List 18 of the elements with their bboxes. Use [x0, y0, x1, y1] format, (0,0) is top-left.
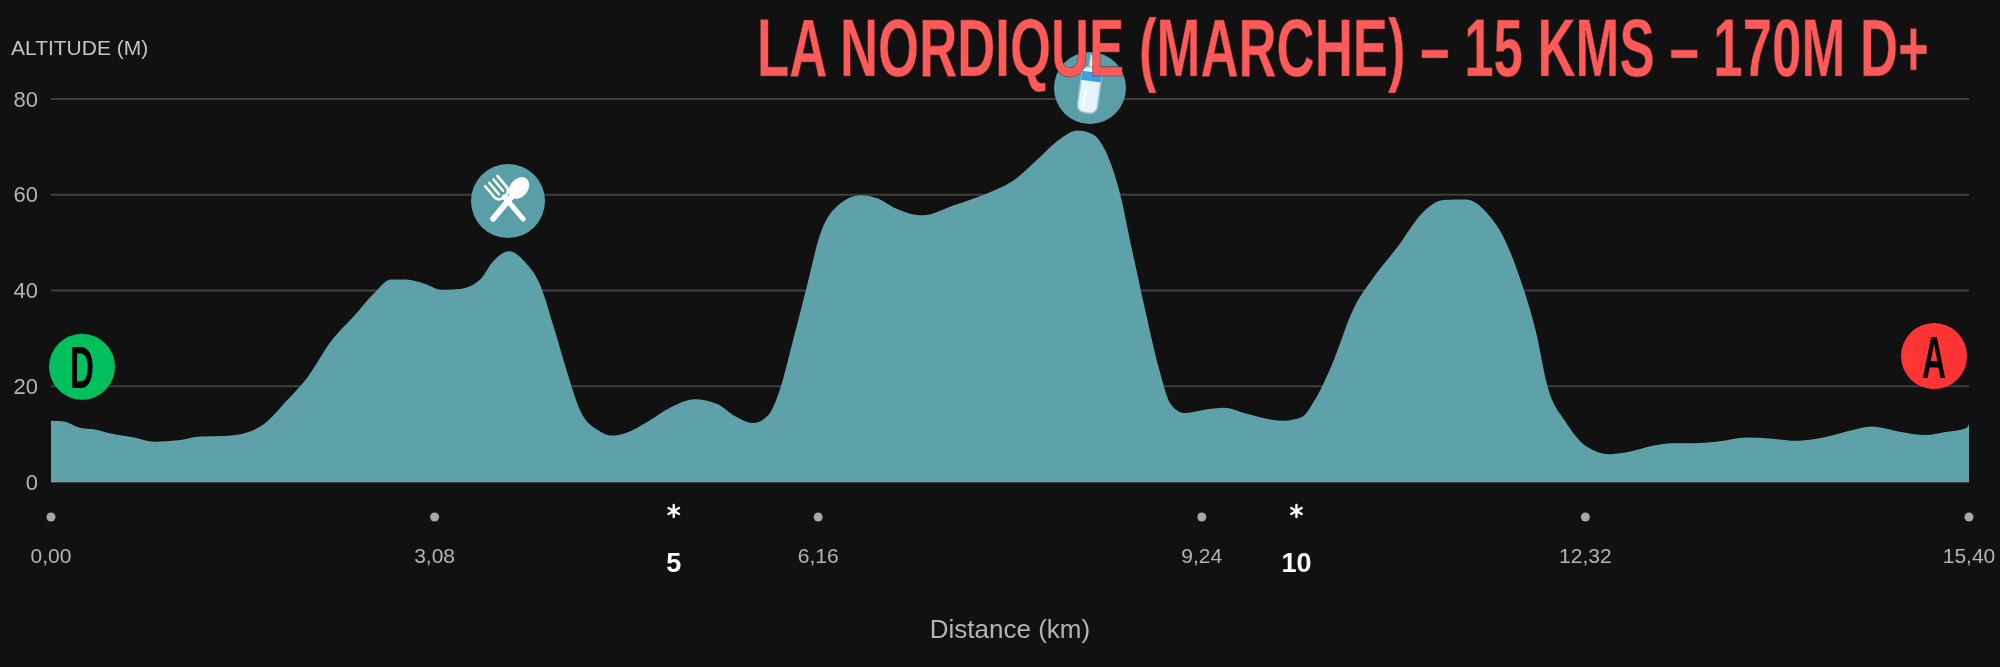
y-tick-label: 80	[13, 86, 38, 112]
x-tick-label: 6,16	[797, 544, 839, 568]
x-tick-label: 0,00	[30, 544, 72, 568]
x-tick-label: 12,32	[1559, 544, 1612, 568]
x-tick-label: 15,40	[1942, 544, 1996, 568]
y-tick-label: 20	[13, 373, 38, 399]
x-tick-label: 9,24	[1181, 544, 1223, 568]
y-tick-label: 60	[13, 182, 38, 208]
annotation: A	[1922, 323, 1946, 391]
x-axis-title: Distance (km)	[929, 614, 1091, 645]
x-tick-label: 5	[666, 548, 682, 579]
y-axis-title: ALTITUDE (M)	[11, 36, 149, 60]
x-tick-label: 3,08	[414, 544, 456, 568]
annotation: D	[70, 333, 94, 401]
y-tick-label: 40	[13, 278, 38, 304]
y-tick-label: 0	[25, 469, 38, 495]
chart-title: LA NORDIQUE (MARCHE) – 15 KMS – 170M D+	[757, 2, 1929, 93]
x-tick-label: 10	[1281, 548, 1312, 579]
